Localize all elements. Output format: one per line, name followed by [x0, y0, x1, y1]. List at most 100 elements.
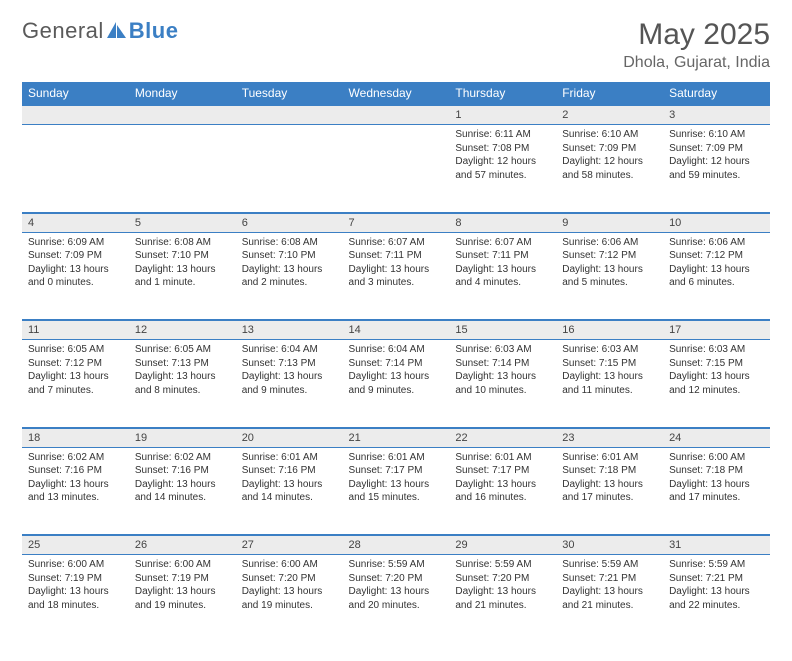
day-cell: Sunrise: 6:08 AMSunset: 7:10 PMDaylight:… — [236, 232, 343, 320]
daylight-line: Daylight: 13 hours and 2 minutes. — [242, 264, 323, 289]
daynum-cell: 24 — [663, 428, 770, 448]
daynum-cell: 20 — [236, 428, 343, 448]
daylight-line: Daylight: 12 hours and 59 minutes. — [669, 156, 750, 181]
daylight-line: Daylight: 13 hours and 4 minutes. — [455, 264, 536, 289]
sunset-line: Sunset: 7:11 PM — [349, 250, 422, 261]
sunrise-line: Sunrise: 6:01 AM — [242, 452, 318, 463]
day-details: Sunrise: 6:06 AMSunset: 7:12 PMDaylight:… — [663, 233, 770, 296]
daynum-cell: 10 — [663, 213, 770, 233]
day-cell: Sunrise: 6:09 AMSunset: 7:09 PMDaylight:… — [22, 232, 129, 320]
daynum-cell: 16 — [556, 320, 663, 340]
week-4-content-row: Sunrise: 6:00 AM Sunset: 7:19 PM Daylight:… — [22, 555, 770, 643]
sunset-line: Sunset: 7:09 PM — [28, 250, 102, 261]
dayname-thursday: Thursday — [449, 82, 556, 105]
sunrise-line: Sunrise: 5:59 AM — [349, 559, 425, 570]
daylight-line: Daylight: 13 hours and 1 minute. — [135, 264, 216, 289]
day-details: Sunrise: 5:59 AMSunset: 7:21 PMDaylight:… — [556, 555, 663, 618]
sunset-line: Sunset: 7:16 PM — [135, 465, 209, 476]
day-details: Sunrise: 6:04 AMSunset: 7:13 PMDaylight:… — [236, 340, 343, 403]
daynum-cell: 21 — [343, 428, 450, 448]
daylight-line: Daylight: 13 hours and 15 minutes. — [349, 479, 430, 504]
sunrise-line: Sunrise: 6:06 AM — [669, 237, 745, 248]
day-cell: Sunrise: 5:59 AMSunset: 7:20 PMDaylight:… — [343, 555, 450, 643]
day-cell: Sunrise: 6:00 AMSunset: 7:18 PMDaylight:… — [663, 447, 770, 535]
day-details: Sunrise: 6:07 AMSunset: 7:11 PMDaylight:… — [449, 233, 556, 296]
daylight-line: Daylight: 13 hours and 14 minutes. — [135, 479, 216, 504]
sunrise-line: Sunrise: 6:00 AM — [135, 559, 211, 570]
day-details: Sunrise: 6:04 AMSunset: 7:14 PMDaylight:… — [343, 340, 450, 403]
sunset-line: Sunset: 7:16 PM — [242, 465, 316, 476]
sunrise-line: Sunrise: 6:01 AM — [562, 452, 638, 463]
daylight-line: Daylight: 13 hours and 11 minutes. — [562, 371, 643, 396]
day-cell: Sunrise: 6:03 AMSunset: 7:15 PMDaylight:… — [663, 340, 770, 428]
sunrise-line: Sunrise: 6:01 AM — [349, 452, 425, 463]
sunrise-line: Sunrise: 6:00 AM — [28, 559, 104, 570]
sunrise-line: Sunrise: 6:04 AM — [242, 344, 318, 355]
daynum-cell: 26 — [129, 535, 236, 555]
daylight-line: Daylight: 13 hours and 7 minutes. — [28, 371, 109, 396]
week-4-daynum-row: 25262728293031 — [22, 535, 770, 555]
title-block: May 2025 Dhola, Gujarat, India — [623, 18, 770, 72]
day-details: Sunrise: 5:59 AMSunset: 7:21 PMDaylight:… — [663, 555, 770, 618]
daylight-line: Daylight: 13 hours and 6 minutes. — [669, 264, 750, 289]
daynum-cell: 6 — [236, 213, 343, 233]
day-cell: Sunrise: 6:04 AMSunset: 7:14 PMDaylight:… — [343, 340, 450, 428]
sunrise-line: Sunrise: 6:08 AM — [135, 237, 211, 248]
day-details: Sunrise: 6:10 AMSunset: 7:09 PMDaylight:… — [663, 125, 770, 188]
daynum-cell: 7 — [343, 213, 450, 233]
daynum-cell: 9 — [556, 213, 663, 233]
sunset-line: Sunset: 7:14 PM — [455, 358, 529, 369]
daynum-cell: 28 — [343, 535, 450, 555]
day-details: Sunrise: 6:11 AMSunset: 7:08 PMDaylight:… — [449, 125, 556, 188]
sunrise-line: Sunrise: 6:02 AM — [135, 452, 211, 463]
sunset-line: Sunset: 7:15 PM — [562, 358, 636, 369]
daylight-line: Daylight: 13 hours and 21 minutes. — [455, 586, 536, 611]
daynum-cell: 18 — [22, 428, 129, 448]
week-1-daynum-row: 45678910 — [22, 213, 770, 233]
daynum-cell: 15 — [449, 320, 556, 340]
daynum-cell: 2 — [556, 105, 663, 125]
daynum-cell: 12 — [129, 320, 236, 340]
day-cell: Sunrise: 5:59 AMSunset: 7:21 PMDaylight:… — [556, 555, 663, 643]
dayname-monday: Monday — [129, 82, 236, 105]
day-cell: Sunrise: 6:11 AMSunset: 7:08 PMDaylight:… — [449, 125, 556, 213]
daynum-cell: 31 — [663, 535, 770, 555]
sunrise-line: Sunrise: 6:05 AM — [135, 344, 211, 355]
day-cell: Sunrise: 6:06 AMSunset: 7:12 PMDaylight:… — [663, 232, 770, 320]
sunrise-line: Sunrise: 6:10 AM — [669, 129, 745, 140]
daynum-cell — [129, 105, 236, 125]
day-cell: Sunrise: 6:07 AMSunset: 7:11 PMDaylight:… — [343, 232, 450, 320]
daylight-line: Daylight: 13 hours and 17 minutes. — [669, 479, 750, 504]
day-details: Sunrise: 5:59 AMSunset: 7:20 PMDaylight:… — [343, 555, 450, 618]
daynum-cell: 29 — [449, 535, 556, 555]
sunrise-line: Sunrise: 6:11 AM — [455, 129, 530, 140]
sunrise-line: Sunrise: 6:05 AM — [28, 344, 104, 355]
sunset-line: Sunset: 7:21 PM — [562, 573, 636, 584]
day-cell: Sunrise: 6:00 AMSunset: 7:19 PMDaylight:… — [129, 555, 236, 643]
sunset-line: Sunset: 7:17 PM — [349, 465, 423, 476]
day-details: Sunrise: 6:08 AMSunset: 7:10 PMDaylight:… — [129, 233, 236, 296]
sunset-line: Sunset: 7:19 PM — [135, 573, 209, 584]
title-location: Dhola, Gujarat, India — [623, 54, 770, 72]
day-details: Sunrise: 6:00 AMSunset: 7:19 PMDaylight:… — [129, 555, 236, 618]
daynum-cell: 3 — [663, 105, 770, 125]
day-cell: Sunrise: 6:01 AM Sunset: 7:17 PM Daylight:… — [343, 447, 450, 535]
day-details: Sunrise: 6:00 AMSunset: 7:20 PMDaylight:… — [236, 555, 343, 618]
sunset-line: Sunset: 7:13 PM — [242, 358, 316, 369]
daynum-cell: 8 — [449, 213, 556, 233]
daynum-cell: 23 — [556, 428, 663, 448]
sunrise-line: Sunrise: 5:59 AM — [669, 559, 745, 570]
sunrise-line: Sunrise: 6:08 AM — [242, 237, 318, 248]
sunset-line: Sunset: 7:16 PM — [28, 465, 102, 476]
sunset-line: Sunset: 7:15 PM — [669, 358, 743, 369]
calendar-table: SundayMondayTuesdayWednesdayThursdayFrid… — [22, 82, 770, 643]
daylight-line: Daylight: 13 hours and 16 minutes. — [455, 479, 536, 504]
calendar-header-row: SundayMondayTuesdayWednesdayThursdayFrid… — [22, 82, 770, 105]
dayname-tuesday: Tuesday — [236, 82, 343, 105]
day-details: Sunrise: 6:05 AMSunset: 7:13 PMDaylight:… — [129, 340, 236, 403]
logo-text-2: Blue — [129, 18, 179, 44]
day-details: Sunrise: 6:01 AMSunset: 7:17 PMDaylight:… — [449, 448, 556, 511]
day-details: Sunrise: 5:59 AMSunset: 7:20 PMDaylight:… — [449, 555, 556, 618]
day-details: Sunrise: 6:02 AMSunset: 7:16 PMDaylight:… — [22, 448, 129, 511]
sunrise-line: Sunrise: 5:59 AM — [562, 559, 638, 570]
